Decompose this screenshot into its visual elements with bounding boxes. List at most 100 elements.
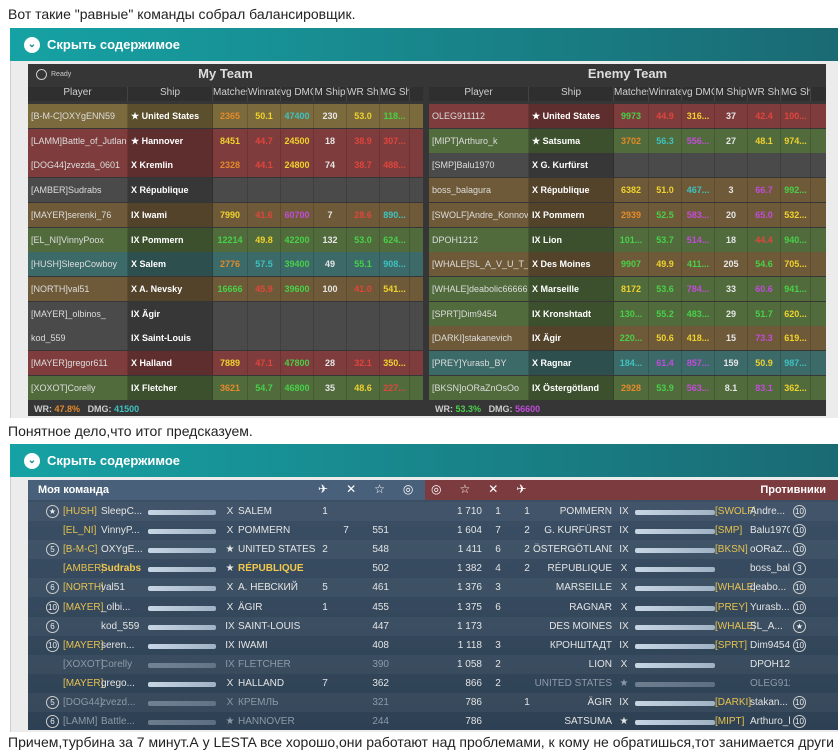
- base-exp: 1 173: [456, 620, 482, 632]
- base-exp: 866: [465, 677, 482, 689]
- column-header[interactable]: vg DMG: [281, 87, 314, 101]
- stat-cell: 56.3: [649, 128, 682, 153]
- ship-name: LION: [588, 658, 612, 670]
- column-header[interactable]: WR Ship: [347, 87, 380, 101]
- player-name: deabo...: [750, 582, 787, 594]
- column-header[interactable]: M Ship: [715, 87, 748, 101]
- frag-count: 7: [322, 677, 328, 689]
- player-name: [SMP]Balu1970: [429, 153, 529, 178]
- stat-cell: 100...: [781, 104, 811, 128]
- player-name: [HUSH]SleepCowboy: [28, 252, 128, 277]
- ship-silhouette: [635, 720, 715, 726]
- frag-count: 6: [495, 601, 501, 613]
- stat-cell: 8172: [614, 276, 649, 301]
- ship-tier: IX: [225, 639, 235, 651]
- footer-wr-value: 53.3%: [455, 404, 482, 414]
- player-row: OLEG911112 ★ United States 9973 44.9 316... 3…: [429, 104, 826, 128]
- spoiler-toggle-1[interactable]: ⌄ Скрыть содержимое: [10, 28, 838, 61]
- clan-tag: [NORTH]: [63, 582, 103, 594]
- stat-cell: [649, 153, 682, 178]
- enemy-team-title: Enemy Team: [587, 66, 668, 81]
- player-name: [NORTH]val51: [28, 276, 128, 301]
- stat-cell: 53.6: [649, 276, 682, 301]
- player-name: kod_559: [101, 620, 140, 632]
- stat-cell: 532...: [781, 202, 811, 227]
- footer-dmg-label: DMG:: [87, 404, 112, 414]
- column-header[interactable]: Winrate: [649, 87, 682, 101]
- frag-count: 2: [322, 544, 328, 556]
- ship-silhouette: [148, 643, 216, 649]
- column-header[interactable]: WR Ship: [748, 87, 781, 101]
- stat-cell: [380, 301, 410, 326]
- stat-cell: [248, 178, 281, 203]
- ship-tier: IX: [619, 620, 629, 632]
- ship-silhouette: [635, 701, 715, 706]
- player-name: boss_balagura: [750, 563, 790, 575]
- stat-cell: 50.1: [248, 104, 281, 128]
- stat-cell: [380, 178, 410, 203]
- stat-cell: 27: [715, 128, 748, 153]
- ship-silhouette: [148, 510, 216, 515]
- player-row: [SPRT]Dim9454 IX Kronshtadt 130... 55.2 483.…: [429, 301, 826, 326]
- stat-cell: [715, 153, 748, 178]
- frag-count: 5: [322, 582, 328, 594]
- clan-tag: [SMP]: [715, 525, 743, 537]
- player-name: [BKSN]oORaZnOsOo: [429, 375, 529, 400]
- ship-name: IX Ägir: [529, 326, 614, 351]
- column-header[interactable]: Player: [429, 87, 529, 101]
- rank-badge: 10: [793, 715, 806, 729]
- column-header[interactable]: M Ship: [314, 87, 347, 101]
- column-header[interactable]: Player: [28, 87, 128, 101]
- footer-wr-value: 47.8%: [54, 404, 81, 414]
- stat-cell: 100: [314, 276, 347, 301]
- player-row: [HUSH]SleepCowboy X Salem 2776 57.5 39400 49 5…: [28, 252, 423, 277]
- stat-cell: 66.7: [748, 178, 781, 203]
- stat-cell: 184...: [614, 351, 649, 375]
- column-header[interactable]: Ship: [128, 87, 213, 101]
- player-row: [MAYER]serenki_76 IX Iwami 7990 41.6 60700 7 2…: [28, 202, 423, 227]
- column-header[interactable]: Matches: [213, 87, 248, 101]
- stat-cell: 784...: [682, 276, 715, 301]
- stat-cell: 50.9: [748, 351, 781, 375]
- player-row: [WHALE]SL_A_V_U_T_I_CHX Des Moines990749…: [429, 252, 826, 277]
- player-row: [AMBER]Sudrabs X République: [28, 178, 423, 203]
- footer-wr-label: WR:: [435, 404, 453, 414]
- stat-cell: 6382: [614, 178, 649, 203]
- base-exp: 1 118: [457, 639, 482, 651]
- stat-cell: 16666: [213, 276, 248, 301]
- column-header[interactable]: Ship: [529, 87, 614, 101]
- stat-cell: 620...: [781, 301, 811, 326]
- column-header[interactable]: vg DMG: [682, 87, 715, 101]
- rank-badge: 10: [793, 524, 806, 538]
- column-header[interactable]: Matches: [614, 87, 649, 101]
- stat-cell: 35: [314, 375, 347, 400]
- ship-tier: X: [620, 601, 628, 613]
- column-header[interactable]: Winrate: [248, 87, 281, 101]
- ship-name: IX Iwami: [128, 202, 213, 227]
- ship-silhouette: [148, 624, 216, 630]
- player-row: [B-M-C]OXYgENN59 ★ United States 2365 50.1 4…: [28, 104, 423, 128]
- column-header[interactable]: MG Shi: [380, 87, 410, 101]
- ready-indicator: Ready: [36, 69, 71, 80]
- stat-cell: 51.0: [649, 178, 682, 203]
- spoiler-toggle-2[interactable]: ⌄ Скрыть содержимое: [10, 444, 838, 477]
- stat-cell: 51.7: [748, 301, 781, 326]
- ship-name: G. KURFÜRST: [544, 525, 612, 537]
- ship-name: X République: [529, 178, 614, 203]
- player-name: [SWOLF]Andre_Konnov: [429, 202, 529, 227]
- stat-cell: 54.6: [748, 252, 781, 277]
- stat-cell: [347, 326, 380, 351]
- stat-cell: [213, 178, 248, 203]
- footer-dmg-value: 41500: [114, 404, 140, 414]
- rank-badge: 6: [46, 581, 59, 595]
- player-name: kod_559: [28, 326, 128, 351]
- result-row: 10 [MAYER] seren... IX IWAMI 408 1 118 3 КРОНШТА…: [28, 636, 838, 655]
- plane-count: 1: [524, 697, 530, 708]
- rank-badge: ★: [793, 619, 806, 633]
- player-row: [NORTH]val51 X A. Nevsky 16666 45.9 39600 100…: [28, 276, 423, 301]
- ship-tier: X: [226, 677, 234, 689]
- stat-cell: 411...: [682, 252, 715, 277]
- ship-tier: IX: [619, 639, 629, 651]
- result-row: 6 kod_559 IX SAINT-LOUIS 447 1 173 DES MOINES I…: [28, 616, 838, 636]
- column-header[interactable]: MG Shi: [781, 87, 811, 101]
